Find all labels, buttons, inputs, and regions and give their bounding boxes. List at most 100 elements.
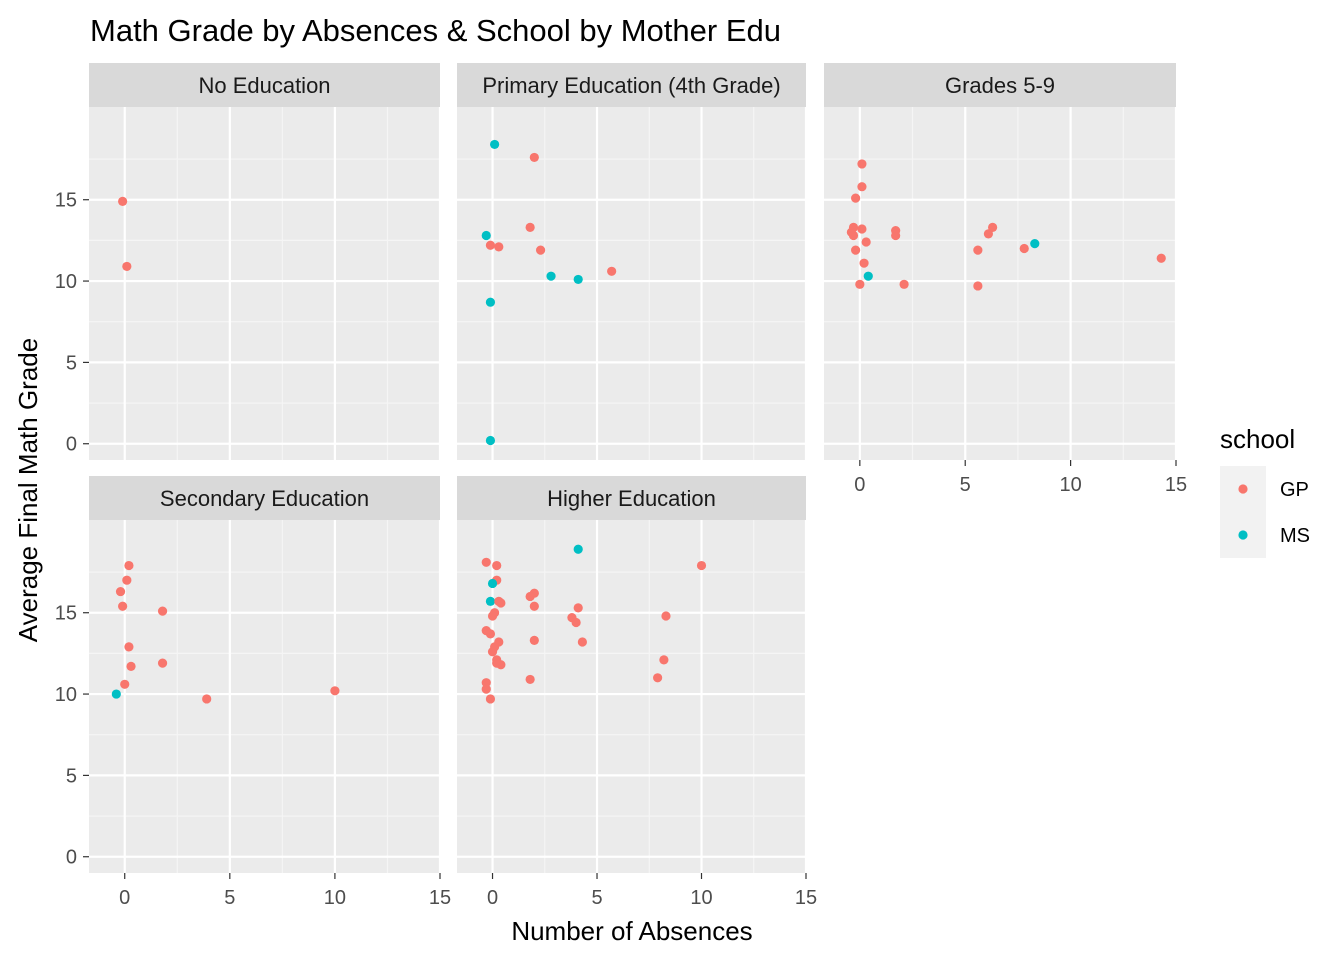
- data-point: [485, 435, 496, 446]
- panel-background: [824, 107, 1176, 460]
- data-point: [202, 694, 212, 704]
- data-point: [118, 196, 128, 206]
- data-point: [124, 560, 134, 571]
- legend-title: school: [1220, 424, 1295, 454]
- data-point: [481, 230, 491, 241]
- legend: school GP MS: [1220, 424, 1310, 558]
- data-point: [494, 242, 504, 252]
- data-point: [861, 237, 871, 247]
- x-tick-label: 15: [795, 887, 817, 909]
- data-point: [863, 271, 873, 281]
- data-point: [496, 598, 506, 608]
- panel-background: [457, 520, 806, 873]
- x-axis-title: Number of Absences: [511, 916, 752, 946]
- x-tick-label: 0: [119, 887, 130, 909]
- data-point: [485, 629, 496, 639]
- data-point: [851, 245, 861, 255]
- data-point: [529, 635, 539, 645]
- x-tick-label: 15: [429, 887, 451, 909]
- facet-strip-label: Primary Education (4th Grade): [482, 73, 780, 98]
- data-point: [696, 560, 707, 571]
- data-point: [122, 261, 132, 272]
- data-point: [535, 245, 546, 255]
- data-point: [891, 230, 901, 241]
- x-tick-label: 5: [960, 474, 971, 496]
- data-point: [122, 575, 132, 585]
- data-point: [573, 544, 583, 554]
- data-point: [485, 694, 496, 704]
- data-point: [571, 617, 581, 628]
- facet-panel: Grades 5-9 0 5 10 15: [824, 63, 1187, 496]
- data-point: [525, 222, 535, 232]
- data-point: [653, 673, 663, 683]
- data-point: [1030, 239, 1040, 249]
- data-point: [126, 661, 136, 672]
- y-tick-label: 15: [55, 603, 77, 625]
- data-point: [490, 139, 500, 150]
- data-point: [573, 603, 583, 613]
- data-point: [330, 686, 340, 696]
- data-point: [492, 560, 502, 571]
- data-point: [487, 647, 498, 657]
- data-point: [115, 586, 126, 597]
- data-point: [607, 266, 617, 276]
- data-point: [481, 557, 491, 567]
- data-point: [857, 159, 867, 169]
- data-point: [481, 684, 491, 694]
- data-point: [487, 611, 498, 621]
- y-tick-label: 0: [66, 434, 77, 456]
- y-tick-label: 15: [55, 190, 77, 212]
- legend-label: MS: [1280, 525, 1310, 547]
- facet-panel: Secondary Education 0 5 10 15 0 5 10 15: [55, 476, 451, 909]
- data-point: [485, 240, 496, 250]
- data-point: [857, 224, 867, 234]
- data-point: [157, 606, 168, 616]
- data-point: [525, 591, 535, 602]
- data-point: [573, 274, 583, 285]
- facet-panel: Higher Education 0 5 10 15: [457, 476, 817, 909]
- y-tick-label: 10: [55, 684, 77, 706]
- data-point: [120, 679, 130, 689]
- x-tick-label: 10: [1059, 474, 1081, 496]
- chart-title: Math Grade by Absences & School by Mothe…: [90, 13, 781, 48]
- facet-strip: [89, 476, 440, 520]
- y-tick-label: 0: [66, 847, 77, 869]
- legend-label: GP: [1280, 479, 1309, 501]
- y-tick-label: 10: [55, 271, 77, 293]
- data-point: [659, 655, 669, 665]
- data-point: [529, 601, 539, 611]
- data-point: [983, 229, 994, 239]
- x-tick-label: 10: [324, 887, 346, 909]
- panel-background: [89, 107, 440, 460]
- data-point: [661, 611, 671, 621]
- data-point: [546, 271, 556, 281]
- y-tick-label: 5: [66, 765, 77, 787]
- data-point: [1019, 243, 1029, 254]
- data-point: [118, 601, 128, 611]
- x-tick-label: 10: [690, 887, 712, 909]
- data-point: [973, 245, 983, 255]
- facet-panel: Primary Education (4th Grade): [457, 63, 808, 460]
- data-point: [496, 660, 506, 670]
- data-point: [487, 578, 498, 589]
- legend-key: [1238, 484, 1248, 494]
- data-point: [481, 678, 491, 688]
- data-point: [851, 193, 861, 203]
- x-tick-label: 15: [1165, 474, 1187, 496]
- data-point: [577, 637, 587, 647]
- legend-key: [1238, 530, 1248, 540]
- data-point: [973, 281, 983, 291]
- data-point: [859, 258, 869, 268]
- data-point: [899, 279, 909, 289]
- facet-strip: [457, 63, 806, 107]
- data-point: [157, 658, 168, 668]
- facet-strip: [89, 63, 440, 107]
- facet-panel: No Education 0 5 10 15: [55, 63, 442, 460]
- data-point: [525, 674, 535, 685]
- legend-key-background: [1220, 466, 1266, 558]
- data-point: [848, 230, 859, 241]
- data-point: [124, 642, 134, 652]
- facet-panels: No Education 0 5 10 15 Primary Education (4th…: [55, 63, 1187, 909]
- data-point: [111, 689, 121, 699]
